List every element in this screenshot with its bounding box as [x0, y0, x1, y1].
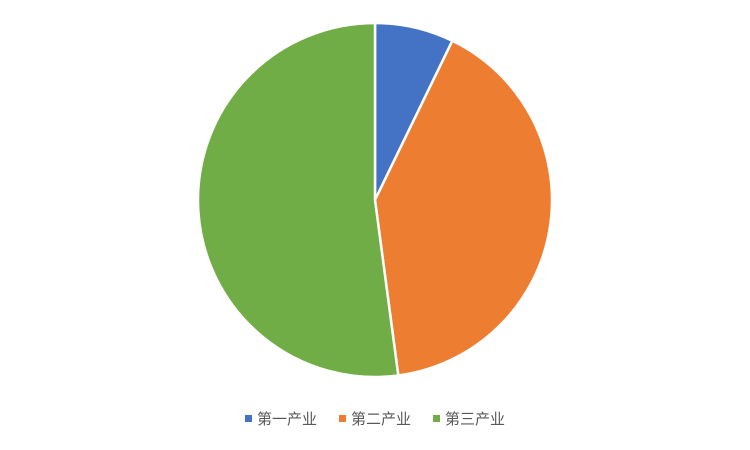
- legend-item-1: 第一产业: [244, 408, 317, 429]
- legend-label: 第一产业: [256, 410, 317, 428]
- legend-swatch: [433, 415, 440, 422]
- legend-swatch: [338, 415, 346, 422]
- legend-item-2: 第二产业: [338, 408, 411, 429]
- legend-label: 第二产业: [350, 410, 411, 428]
- legend-swatch: [244, 415, 252, 422]
- legend: 第一产业 第二产业 第三产业: [0, 408, 750, 429]
- pie-slice-2: [373, 39, 554, 377]
- legend-label: 第三产业: [445, 410, 506, 428]
- legend-item-3: 第三产业: [433, 408, 505, 429]
- pie-slice-3: [196, 21, 400, 379]
